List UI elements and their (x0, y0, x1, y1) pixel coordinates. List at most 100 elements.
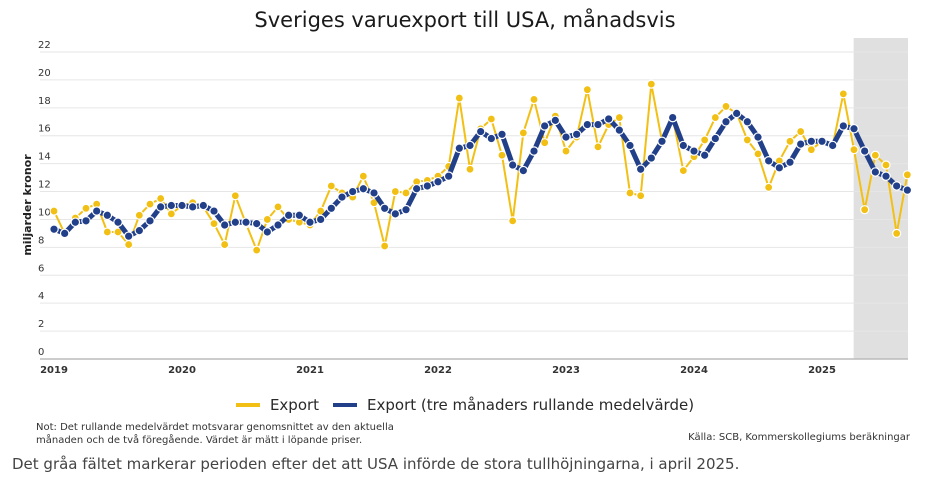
rolling-average-point (443, 171, 454, 181)
rolling-average-point (657, 136, 667, 147)
y-tick-label: 4 (38, 291, 44, 302)
rolling-average-point (475, 126, 486, 137)
export-point (860, 205, 870, 215)
export-point (220, 239, 230, 250)
rolling-average-point (91, 206, 102, 216)
export-point (625, 188, 635, 198)
rolling-average-point (155, 202, 166, 212)
rolling-average-point (529, 146, 539, 156)
export-point (636, 191, 646, 201)
export-point (454, 93, 464, 103)
export-point (390, 186, 400, 197)
rolling-average-point (603, 114, 614, 124)
export-point (166, 209, 176, 219)
y-tick-label: 18 (38, 96, 51, 107)
export-point (582, 85, 592, 95)
y-tick-label: 12 (38, 180, 51, 191)
export-point (358, 171, 368, 181)
export-point (870, 150, 880, 160)
x-tick-label: 2025 (808, 365, 836, 376)
export-point (614, 112, 624, 123)
rolling-average-point (795, 139, 806, 149)
rolling-average-point (891, 181, 902, 191)
rolling-average-point (123, 231, 134, 241)
rolling-average-point (539, 121, 550, 131)
export-point (540, 138, 550, 148)
rolling-average-point (369, 188, 379, 198)
legend-swatch-rolling-average (333, 403, 358, 407)
export-point (796, 126, 806, 137)
export-point (881, 160, 891, 170)
export-point (518, 128, 528, 138)
rolling-average-point (81, 216, 91, 226)
rolling-average-point (422, 181, 433, 191)
rolling-average-point (806, 136, 817, 147)
rolling-average-point (230, 217, 241, 228)
footnote-line-2: månaden och de två föregående. Värdet är… (36, 435, 363, 446)
rolling-average-point (667, 112, 678, 123)
rolling-average-point (881, 171, 891, 181)
export-point (262, 214, 272, 225)
rolling-average-point (305, 217, 315, 228)
rolling-average-point (465, 140, 475, 151)
rolling-average-point (70, 217, 81, 228)
export-point (252, 245, 262, 255)
legend-swatch-export (235, 403, 260, 407)
rolling-average-point (635, 164, 646, 175)
export-point (465, 164, 475, 174)
y-tick-label: 16 (38, 124, 51, 135)
export-point (529, 94, 539, 105)
rolling-average-point (454, 143, 465, 154)
export-point (209, 219, 219, 229)
rolling-average-point (902, 185, 913, 195)
rolling-average-point (187, 202, 198, 212)
export-point (124, 239, 134, 250)
export-point (561, 146, 571, 156)
source-text: Källa: SCB, Kommerskollegiums beräkninga… (688, 432, 910, 443)
x-tick-label: 2020 (168, 365, 196, 376)
rolling-average-point (401, 204, 411, 215)
rolling-average-point (251, 218, 262, 229)
export-point (230, 191, 240, 201)
x-tick-label: 2023 (552, 365, 580, 376)
export-point (49, 206, 59, 216)
export-point (892, 228, 902, 239)
export-point (742, 135, 752, 145)
rolling-average-point (134, 225, 145, 236)
rolling-average-point (614, 125, 625, 135)
rolling-average-point (571, 129, 582, 140)
export-point (508, 216, 518, 226)
rolling-average-point (113, 217, 123, 228)
rolling-average-point (753, 132, 763, 142)
export-point (497, 150, 507, 160)
rolling-average-point (273, 220, 283, 230)
rolling-average-point (497, 129, 507, 140)
export-point (156, 193, 166, 204)
y-tick-label: 14 (38, 152, 51, 163)
rolling-average-point (262, 227, 273, 237)
rolling-average-point (315, 214, 326, 225)
rolling-average-point (859, 146, 870, 156)
export-point (102, 227, 112, 237)
rolling-average-point (59, 228, 70, 239)
legend-item-rolling-average: Export (tre månaders rullande medelvärde… (333, 396, 694, 414)
legend-label-export: Export (269, 396, 320, 414)
rolling-average-point (177, 200, 187, 211)
rolling-average-point (827, 140, 838, 151)
footnote-line-1: Not: Det rullande medelvärdet motsvarar … (36, 422, 394, 433)
export-point (145, 199, 155, 209)
rolling-average-point (593, 119, 603, 130)
rolling-average-point (347, 186, 358, 197)
y-tick-label: 20 (38, 68, 51, 79)
rolling-average-point (358, 183, 369, 194)
rolling-average-point (742, 116, 753, 127)
rolling-average-point (326, 203, 337, 214)
y-axis-label: miljarder kronor (21, 154, 34, 256)
rolling-average-point (582, 119, 593, 130)
export-point (838, 89, 848, 99)
rolling-average-point (283, 210, 294, 221)
chart-title: Sveriges varuexport till USA, månadsvis (254, 8, 676, 32)
export-point (486, 114, 496, 124)
export-point (753, 149, 763, 159)
